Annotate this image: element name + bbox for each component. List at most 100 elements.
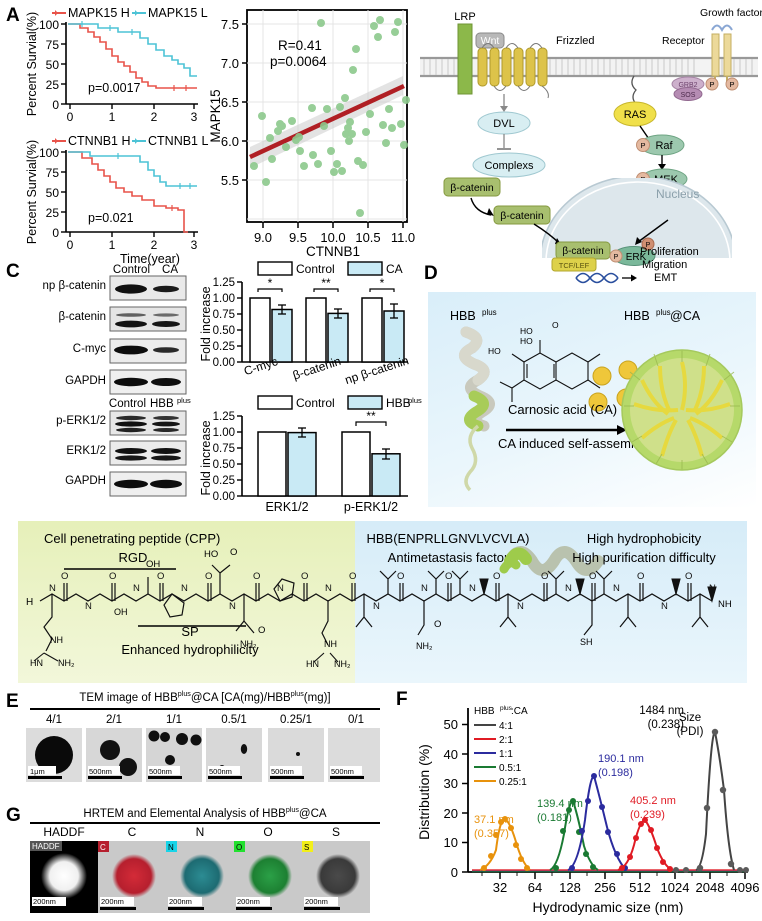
- bcatenin-label-3: β-catenin: [562, 246, 603, 257]
- elem-tag-1: C: [100, 843, 106, 852]
- panel-d-schematic: HBB plus HBB plus @CA HO HO HO O Carnosi…: [428, 292, 756, 507]
- km2-xtick-1: 1: [109, 238, 116, 252]
- barchart1-sig-2: *: [380, 276, 385, 290]
- dls-ylabel: Distribution (%): [416, 744, 432, 840]
- svg-text:N: N: [613, 583, 620, 594]
- p-mark-2: P: [729, 80, 734, 89]
- scatter-ytick-4: 5.5: [221, 173, 239, 188]
- nanoparticle-icon: [621, 349, 743, 471]
- barchart2-ytick-0: 1.25: [213, 411, 235, 423]
- blot1-bands: [109, 275, 187, 395]
- hbb-sublabel: Antimetastasis factor: [388, 550, 509, 565]
- peptide-h-terminal: H: [26, 597, 33, 608]
- svg-text:O: O: [205, 571, 212, 582]
- ca-ho-3: HO: [488, 346, 501, 356]
- frizzled-label: Frizzled: [556, 35, 595, 47]
- km1-xtick-1: 1: [109, 110, 116, 124]
- elem-image-c: C 200nm: [98, 841, 166, 913]
- dna-icon: [575, 272, 619, 284]
- bar-control-2: [305, 297, 327, 363]
- dls-legend-title-sup: plus: [500, 705, 513, 712]
- barchart1-ytick-4: 0.25: [213, 341, 235, 353]
- arg1-nh2: NH₂: [58, 658, 75, 668]
- tcf-lef-label: TCF/LEF: [559, 261, 590, 270]
- km1-pvalue: p=0.0017: [88, 81, 141, 95]
- svg-text:O: O: [349, 571, 356, 582]
- panel-e-title-c: (mg)]: [303, 691, 331, 704]
- western-blot-group-1: Control CA np β-catenin β-catenin C-myc …: [30, 262, 190, 397]
- panel-g-title-a: HRTEM and Elemental Analysis of HBB: [83, 807, 286, 820]
- svg-text:O: O: [445, 571, 452, 582]
- dls-points-05-1: [553, 798, 596, 871]
- tem-scale-1: 500nm: [89, 767, 112, 776]
- dls-points-4-1: [696, 728, 735, 872]
- dls-baseline-4-1: [673, 867, 749, 873]
- panel-label-f: F: [396, 689, 408, 710]
- dls-label-size-4: 37.1 nm: [474, 814, 514, 826]
- tem-ratio-1: 2/1: [106, 714, 122, 726]
- dls-curve-4-1: [695, 730, 735, 871]
- scatter-xtick-3: 10.5: [355, 230, 380, 245]
- sos-node: [673, 87, 703, 101]
- bar2-hbb-2: [371, 453, 401, 497]
- dls-ytick-5: 50: [444, 717, 458, 732]
- blot1-row-label-3: GAPDH: [65, 375, 106, 387]
- km1-ytick-1: 75: [46, 38, 60, 52]
- dls-label-pdi-0: (0.238): [648, 719, 685, 731]
- elem-header-2: N: [196, 825, 205, 839]
- tem-scale-4: 500nm: [271, 767, 294, 776]
- dls-size-header-1: Size: [679, 712, 701, 724]
- svg-text:O: O: [157, 571, 164, 582]
- km2-ytick-0: 100: [39, 146, 59, 160]
- peptide-structure-overlay: Cell penetrating peptide (CPP) RGD SP En…: [18, 521, 747, 683]
- tem-image-0: [26, 728, 82, 782]
- blot2-lane-label-hbb-sup: plus: [177, 396, 191, 405]
- km2-xlabel: Time(year): [120, 252, 180, 266]
- barchart1-sig-0: *: [268, 276, 273, 290]
- elem-tag-4: S: [304, 843, 309, 852]
- barchart2-ytick-5: 0.00: [213, 491, 235, 503]
- scatter-ytick-0: 7.5: [221, 17, 239, 32]
- tem-ratio-3: 0.5/1: [221, 714, 247, 726]
- svg-text:O: O: [541, 571, 548, 582]
- km2-xtick-0: 0: [67, 238, 74, 252]
- dls-label-size-1: 405.2 nm: [630, 795, 676, 807]
- frizzled-receptor: [477, 47, 548, 87]
- scatter-plot-mapk15-ctnnb1: 7.5 7.0 6.5 6.0 5.5 9.0 9.5 10.0 10.5 11…: [200, 4, 415, 259]
- dls-label-pdi-2: (0.198): [598, 767, 633, 779]
- svg-text:O: O: [589, 571, 596, 582]
- km2-curve-low: [68, 151, 197, 187]
- pathway-diagram: LRP Wnt Frizzled Growth factor Receptor …: [416, 2, 762, 284]
- raf-label: Raf: [655, 140, 673, 152]
- panel-d-arrow-bottom-label: CA induced self-assemlly: [498, 436, 644, 451]
- arg-sidechain-2: [321, 601, 329, 646]
- svg-text:N: N: [49, 583, 56, 594]
- svg-text:O: O: [109, 571, 116, 582]
- dls-ytick-3: 30: [444, 776, 458, 791]
- km1-legend: MAPK15 H MAPK15 L: [52, 6, 208, 20]
- tcf-lef-node: [551, 257, 597, 272]
- dls-label-pdi-3: (0.181): [537, 812, 572, 824]
- km1-ytick-0: 100: [39, 18, 59, 32]
- ca-ho-1: HO: [520, 326, 533, 336]
- panel-d-left-label: HBB: [450, 309, 476, 323]
- km2-ylabel: Percent Survial(%): [25, 140, 39, 244]
- elem-image-s: S 200nm: [302, 841, 370, 913]
- bar2-hbb-1: [287, 431, 317, 497]
- elem-image-o: O 200nm: [234, 841, 302, 913]
- carnosic-acid-structure: [499, 340, 601, 402]
- dls-ytick-4: 40: [444, 747, 458, 762]
- barchart1-sig-1: **: [321, 276, 331, 290]
- scatter-points: [250, 16, 410, 217]
- svg-text:O: O: [493, 571, 500, 582]
- elem-header-4: S: [332, 825, 340, 839]
- scatter-xtick-4: 11.0: [391, 230, 415, 245]
- barchart2-legend: Control HBB plus: [257, 395, 422, 410]
- dls-legend-3: 0.5:1: [499, 763, 522, 774]
- p-mark-raf: P: [640, 141, 645, 150]
- blot2-lane-label-control: Control: [109, 398, 146, 410]
- panel-g-title-b: @CA: [298, 807, 327, 820]
- panel-e-title: TEM image of HBBplus@CA [CA(mg)/HBBplus(…: [28, 690, 382, 706]
- peptide-panel-cpp: [18, 521, 355, 683]
- svg-text:N: N: [661, 601, 668, 612]
